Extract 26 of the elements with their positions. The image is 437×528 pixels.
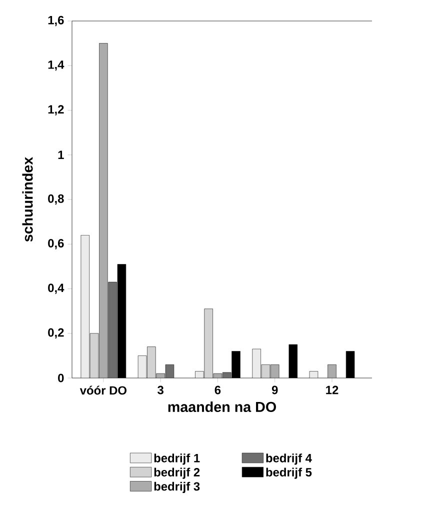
legend-label: bedrijf 4 [266,454,312,465]
bar [252,348,261,378]
x-tick-label: vóór DO [80,386,126,395]
y-tick-label: 1,6 [48,16,64,26]
y-tick-label: 0,6 [48,239,64,250]
y-tick-label: 0,8 [48,194,64,205]
bar [204,308,213,378]
legend-label: bedrijf 2 [154,468,200,479]
x-tick-label: 12 [326,386,338,394]
legend-label: bedrijf 3 [154,482,200,494]
y-tick-label: 1,2 [48,105,64,116]
y-axis-title: schuurindex [22,156,33,242]
y-tick-label: 0 [58,374,64,382]
bar [147,346,156,378]
y-tick-label: 1,4 [48,60,64,71]
x-tick-label: 9 [272,386,278,394]
x-tick-label: 6 [214,386,221,394]
x-tick-label: 3 [158,386,164,394]
bar [99,43,108,378]
y-tick-label: 0,2 [48,328,64,338]
bar [108,282,117,378]
legend-label: bedrijf 1 [154,454,200,465]
y-tick-label: 0,4 [48,284,64,294]
x-axis-title: maanden na DO [168,402,276,412]
y-tick-label: 1 [58,150,64,159]
legend-label: bedrijf 5 [266,468,312,479]
